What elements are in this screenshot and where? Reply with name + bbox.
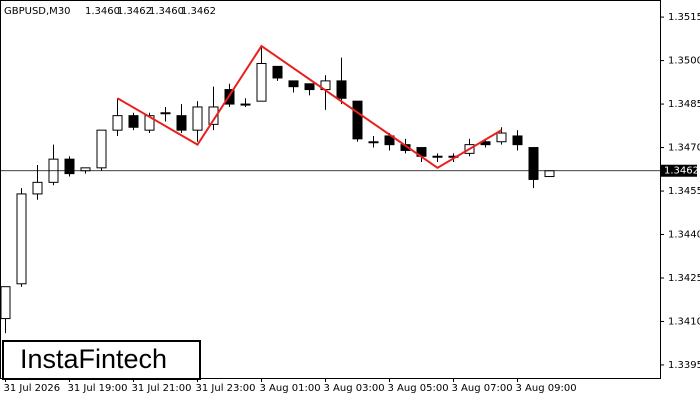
y-tick-label: 1.3500 xyxy=(668,56,700,67)
candle-body xyxy=(544,170,555,178)
x-tick-label: 31 Jul 19:00 xyxy=(68,383,128,394)
header-value: 1.3462 xyxy=(181,6,216,17)
y-tick-label: 1.3515 xyxy=(668,12,700,23)
candle-body xyxy=(176,115,187,131)
plot-frame xyxy=(0,0,661,379)
candle-body xyxy=(240,103,251,106)
candle-body xyxy=(496,132,507,143)
candle-body xyxy=(32,181,43,195)
candle-body xyxy=(288,80,299,88)
x-tick-label: 3 Aug 09:00 xyxy=(516,383,577,394)
candle-body xyxy=(160,112,171,115)
y-tick-label: 1.3485 xyxy=(668,99,700,110)
x-tick-label: 3 Aug 01:00 xyxy=(260,383,321,394)
candle-body xyxy=(512,135,523,146)
last-price-box xyxy=(661,164,697,177)
y-tick-label: 1.3455 xyxy=(668,186,700,197)
candle-body xyxy=(272,65,283,79)
header-value: 1.3460 xyxy=(85,6,120,17)
pattern-line xyxy=(116,44,503,170)
brand-box xyxy=(2,340,201,380)
y-tick-label: 1.3425 xyxy=(668,273,700,284)
y-tick-label: 1.3470 xyxy=(668,143,700,154)
candle-body xyxy=(336,80,347,99)
candle-body xyxy=(384,135,395,146)
candle-body xyxy=(256,62,267,102)
x-tick-label: 3 Aug 03:00 xyxy=(324,383,385,394)
header-value: 1.3460 xyxy=(149,6,184,17)
last-price-label: 1.3462 xyxy=(664,166,699,177)
candle-body xyxy=(96,129,107,169)
candle-body xyxy=(16,193,27,285)
y-tick-label: 1.3395 xyxy=(668,360,700,371)
x-tick-label: 31 Jul 2026 xyxy=(4,383,61,394)
y-tick-label: 1.3440 xyxy=(668,230,700,241)
x-tick-label: 31 Jul 23:00 xyxy=(196,383,256,394)
candle-body xyxy=(112,115,123,131)
candle-body xyxy=(528,147,539,180)
candle-body xyxy=(208,106,219,125)
candle-body xyxy=(128,115,139,128)
y-tick-label: 1.3410 xyxy=(668,316,700,327)
candle-body xyxy=(432,155,443,158)
candle-body xyxy=(144,115,155,131)
symbol: GBPUSD,M30 xyxy=(4,6,71,17)
candle-body xyxy=(352,100,363,140)
x-tick-label: 31 Jul 21:00 xyxy=(132,383,192,394)
candle-body xyxy=(64,158,75,175)
x-tick-label: 3 Aug 07:00 xyxy=(452,383,513,394)
brand: InstaFintech xyxy=(20,344,167,374)
candle-body xyxy=(368,141,379,144)
header-value: 1.3462 xyxy=(117,6,152,17)
candle-body xyxy=(304,83,315,91)
candle-body xyxy=(0,286,11,320)
x-tick-label: 3 Aug 05:00 xyxy=(388,383,449,394)
candle-body xyxy=(80,167,91,172)
candle-body xyxy=(192,106,203,131)
